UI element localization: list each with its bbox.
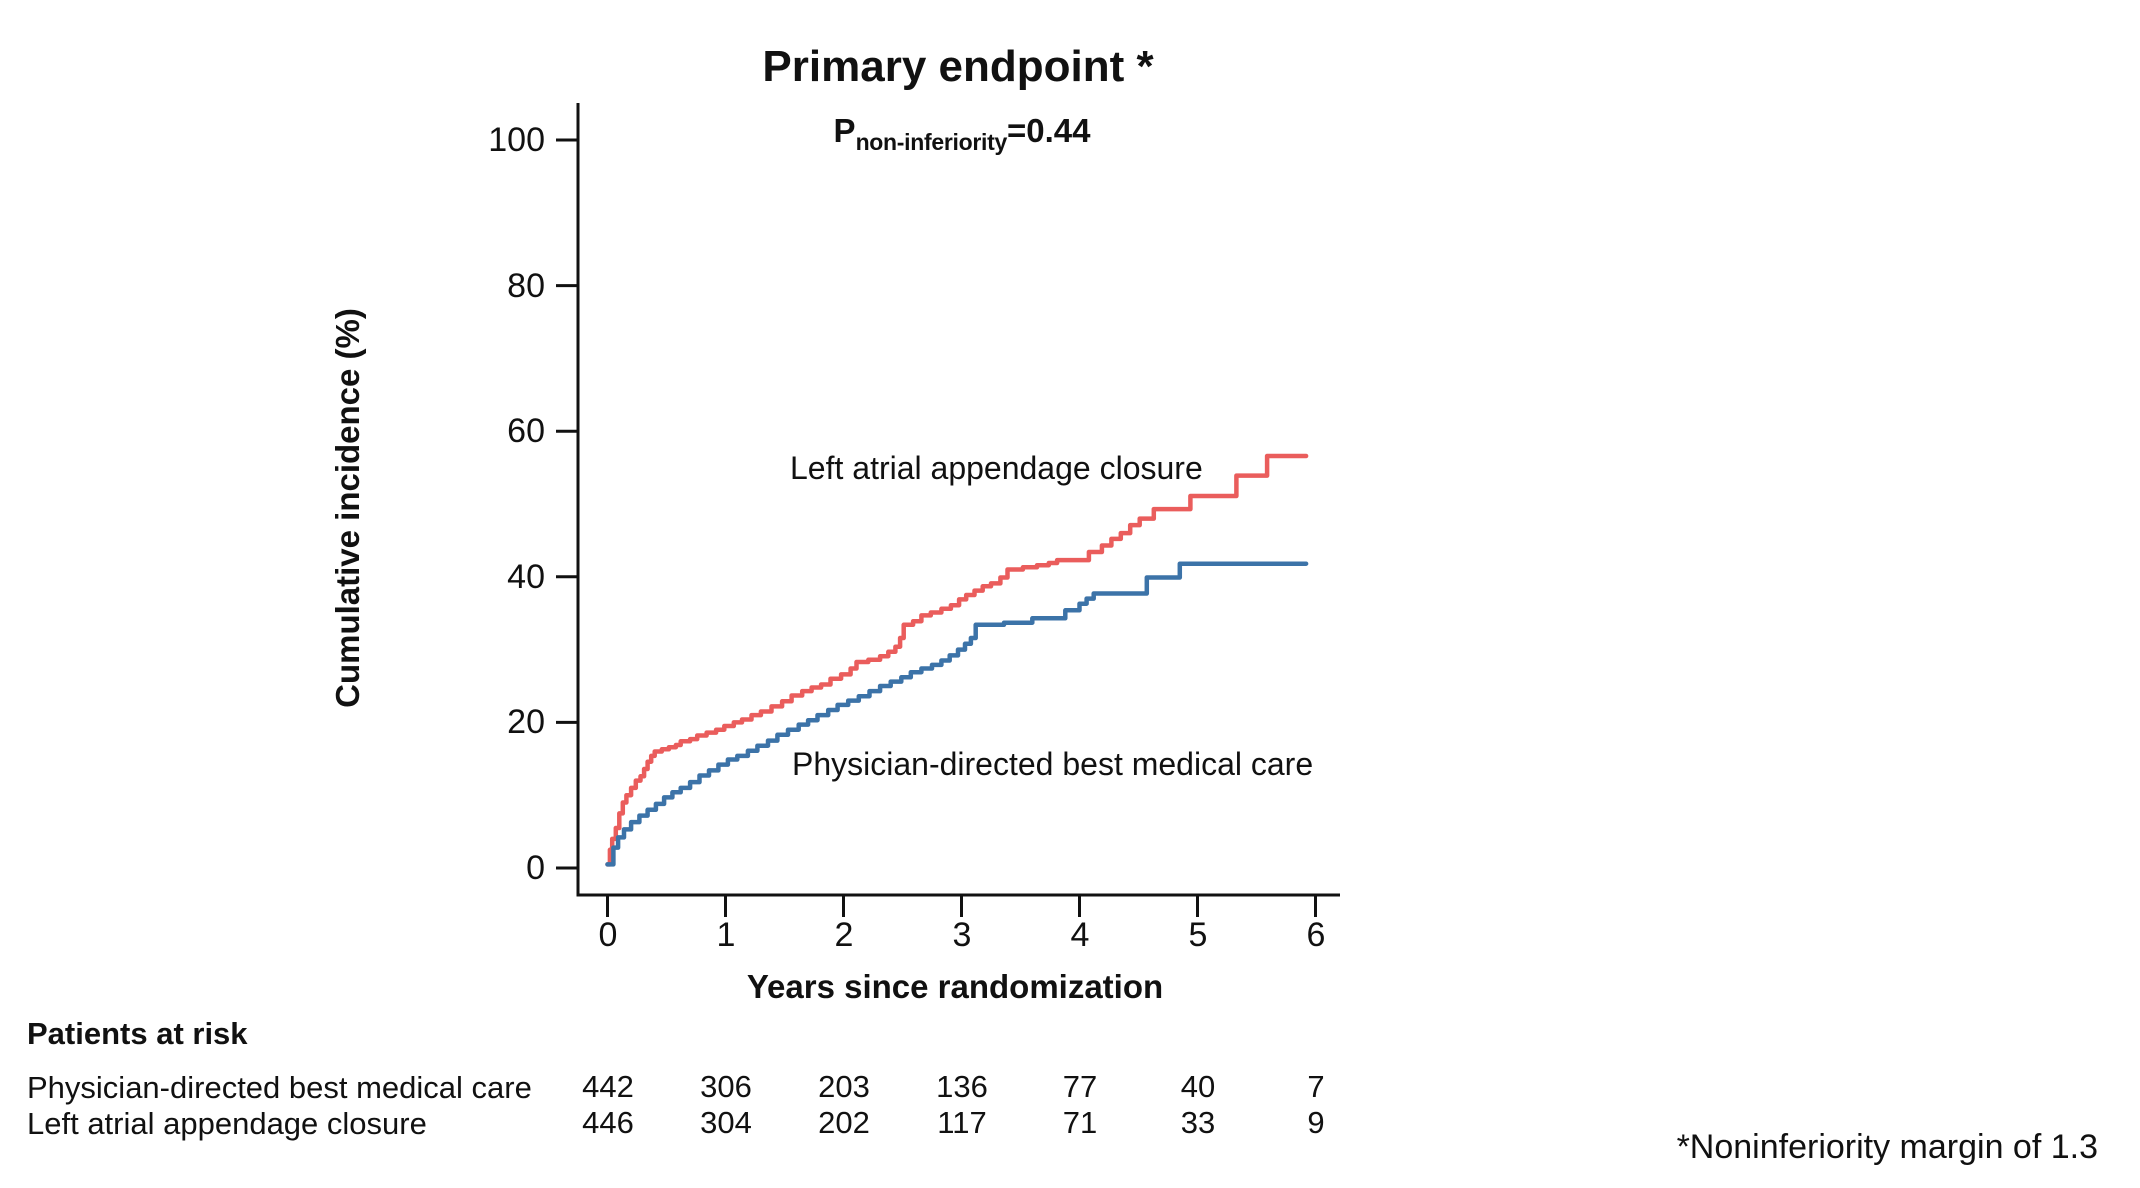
p-symbol: P	[833, 112, 856, 149]
risk-count: 446	[582, 1105, 634, 1140]
risk-count: 202	[818, 1105, 870, 1140]
risk-count: 9	[1307, 1105, 1325, 1140]
y-tick-label: 0	[526, 849, 545, 887]
p-value-annotation: Pnon-inferiority=0.44	[834, 112, 1091, 156]
noninferiority-footnote: *Noninferiority margin of 1.3	[1676, 1128, 2098, 1166]
x-tick-label: 6	[1306, 916, 1326, 954]
x-tick-label: 1	[716, 916, 736, 954]
risk-table-header: Patients at risk	[27, 1016, 248, 1051]
y-tick-label: 20	[507, 703, 545, 741]
p-subscript: non-inferiority	[855, 129, 1008, 155]
x-axis-label: Years since randomization	[746, 968, 1164, 1005]
x-tick-label: 2	[834, 916, 854, 954]
x-tick-label: 0	[598, 916, 618, 954]
y-tick-label: 80	[507, 267, 545, 305]
risk-row-label-medical-care: Physician-directed best medical care	[27, 1070, 532, 1105]
y-tick-label: 60	[507, 412, 545, 450]
risk-count: 71	[1062, 1105, 1098, 1140]
risk-count: 304	[700, 1105, 752, 1140]
x-tick-label: 4	[1070, 916, 1090, 954]
risk-row-label-laac: Left atrial appendage closure	[27, 1106, 427, 1141]
series-label-laac: Left atrial appendage closure	[790, 450, 1203, 486]
risk-count: 7	[1307, 1069, 1325, 1104]
series-path-0	[605, 453, 1309, 867]
chart-title: Primary endpoint *	[762, 42, 1154, 91]
axis-lines	[576, 103, 1340, 897]
y-tick-label: 100	[488, 121, 545, 159]
y-tick-label: 40	[507, 558, 545, 596]
risk-count: 40	[1180, 1069, 1216, 1104]
x-tick-label: 5	[1188, 916, 1208, 954]
risk-count: 136	[936, 1069, 988, 1104]
risk-count: 77	[1062, 1069, 1098, 1104]
risk-count: 117	[937, 1105, 987, 1140]
risk-count: 33	[1180, 1105, 1216, 1140]
p-value: =0.44	[1006, 112, 1091, 149]
risk-count: 203	[818, 1069, 870, 1104]
series-path-1	[605, 561, 1309, 867]
series-label-medical-care: Physician-directed best medical care	[792, 746, 1314, 782]
risk-count: 442	[582, 1069, 634, 1104]
risk-count: 306	[700, 1069, 752, 1104]
y-axis-label: Cumulative incidence (%)	[329, 308, 366, 708]
x-tick-label: 3	[952, 916, 972, 954]
